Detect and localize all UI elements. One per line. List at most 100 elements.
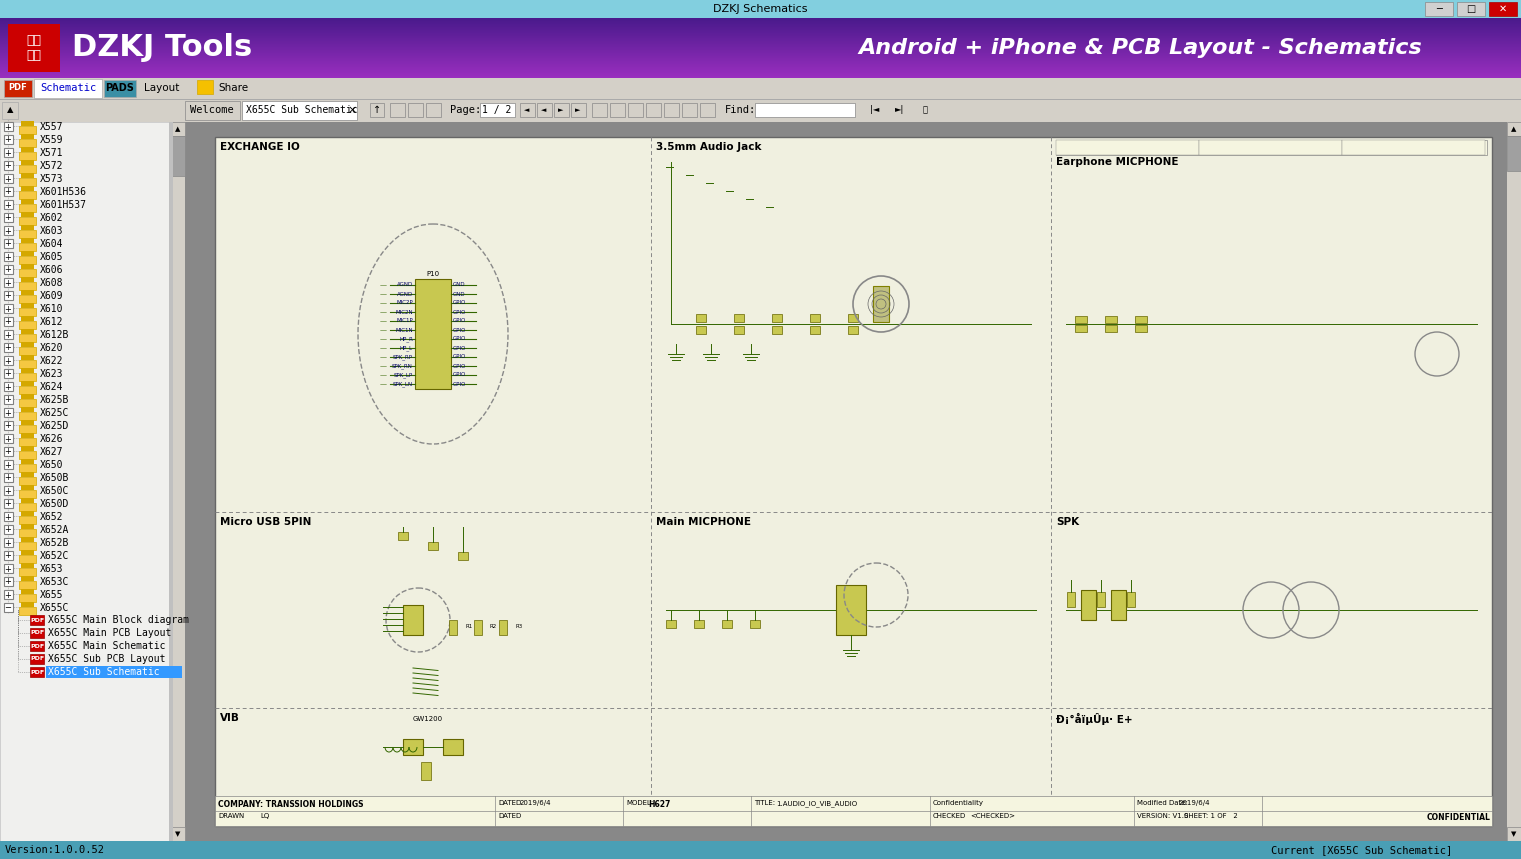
Bar xyxy=(5,226,14,235)
Text: X624: X624 xyxy=(40,382,64,392)
Bar xyxy=(5,460,14,469)
Text: AGND: AGND xyxy=(397,291,414,296)
Text: +: + xyxy=(5,265,12,275)
Bar xyxy=(0,61,1521,62)
Text: +: + xyxy=(5,344,12,352)
Bar xyxy=(1068,592,1075,607)
Bar xyxy=(5,512,14,521)
Text: X608: X608 xyxy=(40,278,64,288)
Text: X609: X609 xyxy=(40,291,64,301)
Text: X652: X652 xyxy=(40,512,64,522)
Bar xyxy=(18,139,37,147)
Text: X625B: X625B xyxy=(40,395,70,405)
Text: COMPANY: TRANSSION HOLDINGS: COMPANY: TRANSSION HOLDINGS xyxy=(218,800,364,809)
Bar xyxy=(1135,316,1147,323)
Bar xyxy=(370,103,383,117)
Bar xyxy=(5,499,14,508)
Text: X620: X620 xyxy=(40,343,64,353)
Text: Current [X655C Sub Schematic]: Current [X655C Sub Schematic] xyxy=(1272,845,1453,855)
Bar xyxy=(18,425,37,433)
Text: −: − xyxy=(5,604,12,612)
Text: Schematic: Schematic xyxy=(40,83,96,93)
Bar xyxy=(426,103,441,117)
Bar xyxy=(30,654,44,664)
Bar xyxy=(0,53,1521,54)
Text: 🔍: 🔍 xyxy=(923,106,928,114)
Bar xyxy=(21,160,33,165)
Bar xyxy=(0,69,1521,70)
Bar xyxy=(408,103,423,117)
Bar xyxy=(21,602,33,607)
Text: +: + xyxy=(5,513,12,521)
Text: GPIO: GPIO xyxy=(453,337,467,342)
Bar xyxy=(697,314,706,322)
Text: SPK_LP: SPK_LP xyxy=(394,372,414,378)
Text: DZKJ Tools: DZKJ Tools xyxy=(71,34,252,63)
Bar xyxy=(18,386,37,394)
Text: ►|: ►| xyxy=(896,106,905,114)
Bar xyxy=(21,420,33,425)
Text: —: — xyxy=(380,282,386,288)
Text: X626: X626 xyxy=(40,434,64,444)
Bar xyxy=(0,100,1521,122)
Bar xyxy=(18,204,37,212)
Bar xyxy=(18,243,37,251)
Bar xyxy=(0,76,1521,77)
Bar xyxy=(214,796,1492,826)
Bar xyxy=(1507,136,1521,171)
Bar xyxy=(0,18,1521,19)
Text: X622: X622 xyxy=(40,356,64,366)
Bar xyxy=(0,42,1521,43)
Bar xyxy=(5,564,14,573)
Bar xyxy=(5,213,14,222)
Text: Layout: Layout xyxy=(144,83,179,93)
Bar xyxy=(18,373,37,381)
Bar xyxy=(0,122,170,841)
Text: H627: H627 xyxy=(648,800,671,809)
Bar xyxy=(5,369,14,378)
Bar xyxy=(21,121,33,126)
Bar xyxy=(5,421,14,430)
Text: GPIO: GPIO xyxy=(453,309,467,314)
Text: —: — xyxy=(380,327,386,333)
Text: VIB: VIB xyxy=(221,713,240,723)
Bar xyxy=(46,666,183,678)
Bar xyxy=(0,21,1521,22)
Bar xyxy=(0,68,1521,69)
Bar xyxy=(1056,140,1199,155)
Text: X612: X612 xyxy=(40,317,64,327)
Bar xyxy=(427,542,438,550)
Text: +: + xyxy=(5,227,12,235)
Bar xyxy=(0,75,1521,76)
Bar xyxy=(750,620,760,628)
Bar xyxy=(5,278,14,287)
Bar xyxy=(0,35,1521,36)
Bar xyxy=(700,103,715,117)
Text: X606: X606 xyxy=(40,265,64,275)
Bar xyxy=(5,395,14,404)
Bar xyxy=(21,264,33,269)
Bar xyxy=(837,585,865,635)
Bar xyxy=(0,27,1521,28)
Bar xyxy=(170,136,186,176)
Bar xyxy=(5,577,14,586)
Text: PDF: PDF xyxy=(9,83,27,93)
Text: X655C Sub Schematic: X655C Sub Schematic xyxy=(49,667,160,677)
Bar xyxy=(18,191,37,199)
Bar xyxy=(242,101,357,120)
Bar xyxy=(0,66,1521,67)
Text: —: — xyxy=(380,318,386,324)
Text: Micro USB 5PIN: Micro USB 5PIN xyxy=(221,517,312,527)
Text: X602: X602 xyxy=(40,213,64,223)
Text: LQ: LQ xyxy=(260,813,269,819)
Text: GPIO: GPIO xyxy=(453,381,467,387)
Text: X650: X650 xyxy=(40,460,64,470)
Bar xyxy=(0,41,1521,42)
Bar xyxy=(1457,2,1484,16)
Bar xyxy=(873,286,888,322)
Text: GND: GND xyxy=(453,283,465,288)
Bar xyxy=(0,74,1521,75)
Bar xyxy=(5,408,14,417)
Bar xyxy=(735,326,744,334)
Bar xyxy=(646,103,662,117)
